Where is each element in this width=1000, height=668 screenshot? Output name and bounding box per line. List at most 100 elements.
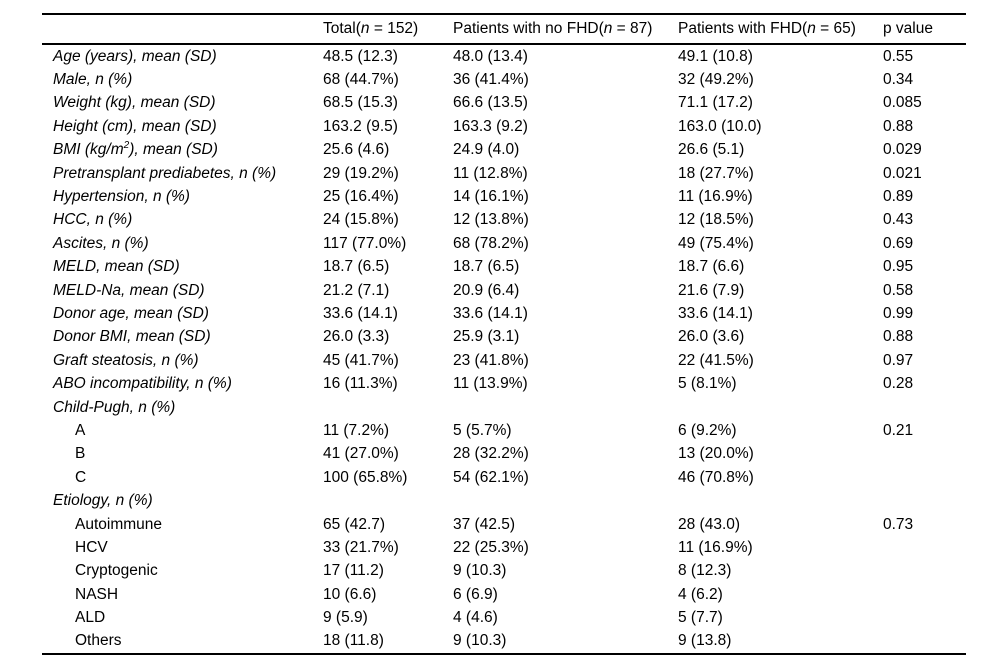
row-label: Age (years), mean (SD) <box>53 47 217 65</box>
total-cell: 26.0 (3.3) <box>323 328 390 346</box>
table-row: Autoimmune 65 (42.7) 37 (42.5) 28 (43.0) 0.7… <box>42 513 966 536</box>
total-cell: 25 (16.4%) <box>323 188 399 206</box>
fhd-cell: 12 (18.5%) <box>678 211 754 229</box>
total-cell: 48.5 (12.3) <box>323 47 398 65</box>
table-row: HCC, n (%) 24 (15.8%) 12 (13.8%) 12 (18.5%)… <box>42 209 966 232</box>
fhd-cell <box>678 396 883 419</box>
row-label: A <box>75 421 86 439</box>
table-row: C 100 (65.8%) 54 (62.1%) 46 (70.8%) <box>42 466 966 489</box>
no-fhd-cell: 11 (13.9%) <box>453 375 528 393</box>
total-cell: 33 (21.7%) <box>323 538 399 556</box>
fhd-cell: 9 (13.8) <box>678 632 732 650</box>
table-row: Male, n (%) 68 (44.7%) 36 (41.4%) 32 (49.2%… <box>42 68 966 91</box>
row-label: HCV <box>75 538 108 556</box>
row-label: Donor age, mean (SD) <box>53 304 209 322</box>
table-row: Child-Pugh, n (%) <box>42 396 966 419</box>
no-fhd-cell: 28 (32.2%) <box>453 445 529 463</box>
p-value-cell <box>883 443 966 466</box>
p-value-cell: 0.34 <box>883 71 914 89</box>
table-row: Etiology, n (%) <box>42 489 966 512</box>
header-total-pre: Total( <box>323 20 361 37</box>
total-cell: 68.5 (15.3) <box>323 94 398 112</box>
fhd-cell: 49 (75.4%) <box>678 234 754 252</box>
row-label: Hypertension, n (%) <box>53 188 190 206</box>
header-fhd-n: n <box>807 20 816 37</box>
row-label: Autoimmune <box>75 515 163 533</box>
row-label: Weight (kg), mean (SD) <box>53 94 216 112</box>
no-fhd-cell: 25.9 (3.1) <box>453 328 520 346</box>
no-fhd-cell: 37 (42.5) <box>453 515 516 533</box>
row-label: Child-Pugh, n (%) <box>53 398 176 416</box>
row-label: Graft steatosis, n (%) <box>53 351 199 369</box>
header-total: Total(n = 152) <box>323 14 453 44</box>
p-value-cell <box>883 396 966 419</box>
p-value-cell: 0.55 <box>883 47 914 65</box>
fhd-cell: 18.7 (6.6) <box>678 258 745 276</box>
fhd-cell: 4 (6.2) <box>678 585 723 603</box>
total-cell: 100 (65.8%) <box>323 468 408 486</box>
fhd-cell: 8 (12.3) <box>678 562 732 580</box>
p-value-cell <box>883 536 966 559</box>
row-label: BMI (kg/m2), mean (SD) <box>53 140 218 159</box>
p-value-cell: 0.97 <box>883 351 914 369</box>
no-fhd-cell: 22 (25.3%) <box>453 538 529 556</box>
table-row: Ascites, n (%) 117 (77.0%) 68 (78.2%) 49 (7… <box>42 232 966 255</box>
header-no-fhd: Patients with no FHD(n = 87) <box>453 14 678 44</box>
table-row: Donor BMI, mean (SD) 26.0 (3.3) 25.9 (3.1)… <box>42 326 966 349</box>
total-cell: 9 (5.9) <box>323 609 368 627</box>
p-value-cell: 0.99 <box>883 304 914 322</box>
p-value-cell: 0.69 <box>883 234 914 252</box>
no-fhd-cell: 14 (16.1%) <box>453 188 529 206</box>
row-label: Pretransplant prediabetes, n (%) <box>53 164 277 182</box>
table-row: MELD, mean (SD) 18.7 (6.5) 18.7 (6.5) 18.7 … <box>42 256 966 279</box>
table-row: Graft steatosis, n (%) 45 (41.7%) 23 (41.8… <box>42 349 966 372</box>
table-row: HCV 33 (21.7%) 22 (25.3%) 11 (16.9%) <box>42 536 966 559</box>
row-label: Etiology, n (%) <box>53 492 153 510</box>
fhd-cell: 46 (70.8%) <box>678 468 754 486</box>
total-cell: 163.2 (9.5) <box>323 117 398 135</box>
p-value-cell: 0.73 <box>883 515 914 533</box>
table-row: Height (cm), mean (SD) 163.2 (9.5) 163.3 (… <box>42 115 966 138</box>
p-value-cell <box>883 583 966 606</box>
fhd-cell <box>678 489 883 512</box>
no-fhd-cell: 9 (10.3) <box>453 562 507 580</box>
fhd-cell: 33.6 (14.1) <box>678 304 753 322</box>
no-fhd-cell: 48.0 (13.4) <box>453 47 528 65</box>
header-row: Total(n = 152) Patients with no FHD(n = … <box>42 14 966 44</box>
total-cell: 29 (19.2%) <box>323 164 399 182</box>
no-fhd-cell: 6 (6.9) <box>453 585 498 603</box>
p-value-cell <box>883 466 966 489</box>
table-row: Donor age, mean (SD) 33.6 (14.1) 33.6 (14.… <box>42 302 966 325</box>
header-empty-cell <box>42 14 323 44</box>
table-row: ALD 9 (5.9) 4 (4.6) 5 (7.7) <box>42 606 966 629</box>
row-label: Donor BMI, mean (SD) <box>53 328 211 346</box>
total-cell: 18.7 (6.5) <box>323 258 390 276</box>
total-cell: 10 (6.6) <box>323 585 377 603</box>
table-row: Pretransplant prediabetes, n (%) 29 (19.2… <box>42 162 966 185</box>
row-label: HCC, n (%) <box>53 211 133 229</box>
table-row: BMI (kg/m2), mean (SD) 25.6 (4.6) 24.9 (4.… <box>42 139 966 162</box>
header-fhd-post: = 65) <box>815 20 856 37</box>
fhd-cell: 18 (27.7%) <box>678 164 754 182</box>
no-fhd-cell: 20.9 (6.4) <box>453 281 520 299</box>
row-label: ALD <box>75 609 106 627</box>
fhd-cell: 11 (16.9%) <box>678 538 753 556</box>
table-row: Others 18 (11.8) 9 (10.3) 9 (13.8) <box>42 630 966 654</box>
fhd-cell: 49.1 (10.8) <box>678 47 753 65</box>
row-label: MELD, mean (SD) <box>53 258 180 276</box>
no-fhd-cell: 54 (62.1%) <box>453 468 529 486</box>
p-value-cell: 0.28 <box>883 375 914 393</box>
fhd-cell: 26.6 (5.1) <box>678 141 745 159</box>
row-label: Height (cm), mean (SD) <box>53 117 217 135</box>
fhd-cell: 32 (49.2%) <box>678 71 754 89</box>
header-fhd-pre: Patients with FHD( <box>678 20 808 37</box>
no-fhd-cell: 18.7 (6.5) <box>453 258 520 276</box>
fhd-cell: 28 (43.0) <box>678 515 741 533</box>
p-value-cell: 0.21 <box>883 421 914 439</box>
table-row: MELD-Na, mean (SD) 21.2 (7.1) 20.9 (6.4) 21… <box>42 279 966 302</box>
p-value-cell: 0.021 <box>883 164 922 182</box>
p-value-cell <box>883 606 966 629</box>
row-label: B <box>75 445 86 463</box>
fhd-cell: 163.0 (10.0) <box>678 117 762 135</box>
p-value-cell <box>883 630 966 654</box>
